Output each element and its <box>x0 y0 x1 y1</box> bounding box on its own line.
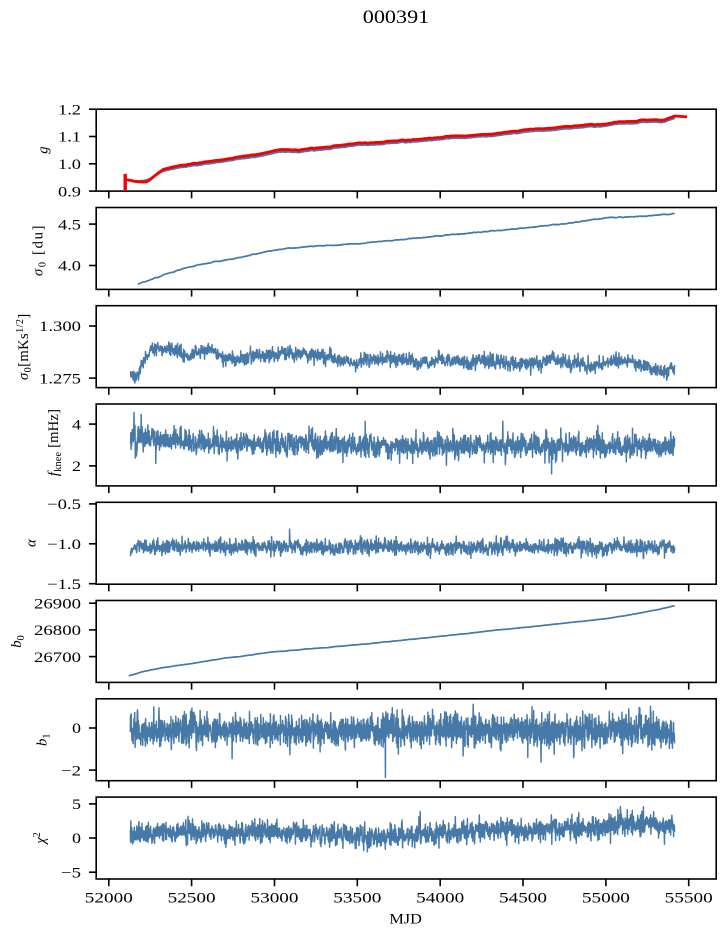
svg-text:b0: b0 <box>9 635 27 647</box>
svg-text:−2: −2 <box>61 763 81 779</box>
svg-text:4: 4 <box>72 417 82 433</box>
svg-text:54500: 54500 <box>499 891 547 907</box>
svg-text:5: 5 <box>72 797 81 813</box>
svg-text:MJD: MJD <box>389 912 422 928</box>
svg-text:α: α <box>24 539 40 547</box>
svg-text:0.9: 0.9 <box>58 184 81 200</box>
svg-text:0: 0 <box>72 721 81 737</box>
svg-text:52500: 52500 <box>168 891 216 907</box>
svg-text:1.0: 1.0 <box>58 157 81 173</box>
svg-text:σ0 [du]: σ0 [du] <box>31 224 49 276</box>
svg-text:2: 2 <box>72 459 81 475</box>
svg-text:g: g <box>36 147 52 154</box>
svg-text:26800: 26800 <box>34 623 81 639</box>
svg-text:b1: b1 <box>35 734 53 746</box>
svg-text:1.300: 1.300 <box>39 319 81 335</box>
svg-text:fknee [mHz]: fknee [mHz] <box>46 409 64 476</box>
svg-text:σ0[mKs1/2]: σ0[mKs1/2] <box>15 313 34 380</box>
svg-text:52000: 52000 <box>85 891 133 907</box>
svg-text:55500: 55500 <box>665 891 713 907</box>
svg-text:−5: −5 <box>61 865 81 881</box>
svg-text:4.0: 4.0 <box>58 259 81 275</box>
svg-text:−1.5: −1.5 <box>47 577 81 593</box>
svg-text:54000: 54000 <box>416 891 464 907</box>
svg-text:1.1: 1.1 <box>58 130 81 146</box>
svg-text:53000: 53000 <box>251 891 299 907</box>
svg-text:0: 0 <box>72 831 81 847</box>
svg-text:000391: 000391 <box>363 7 430 28</box>
svg-text:χ2: χ2 <box>32 832 49 846</box>
svg-text:55000: 55000 <box>582 891 630 907</box>
svg-text:26900: 26900 <box>34 596 81 612</box>
svg-text:−0.5: −0.5 <box>47 497 81 513</box>
svg-text:26700: 26700 <box>34 650 81 666</box>
svg-text:53500: 53500 <box>333 891 381 907</box>
svg-text:1.275: 1.275 <box>39 371 81 387</box>
svg-text:4.5: 4.5 <box>58 217 81 233</box>
svg-text:1.2: 1.2 <box>58 102 81 118</box>
svg-text:−1.0: −1.0 <box>47 537 81 553</box>
